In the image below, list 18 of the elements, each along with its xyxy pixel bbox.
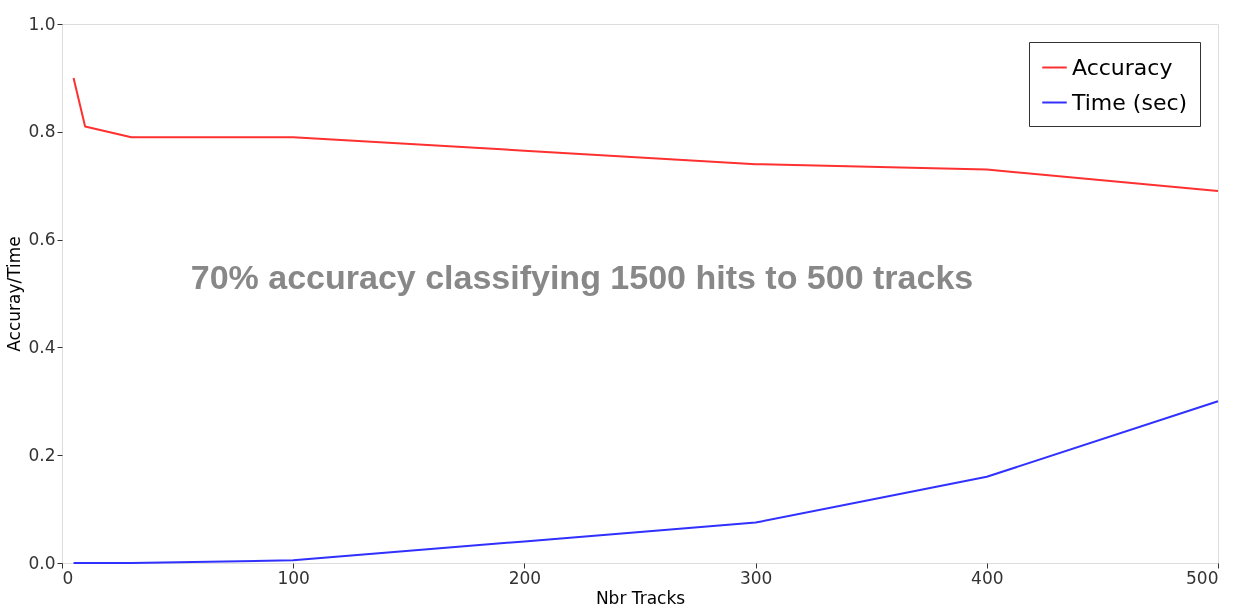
legend-label: Accuracy — [1072, 54, 1173, 80]
legend-label: Time (sec) — [1071, 89, 1188, 115]
x-tick-label: 200 — [508, 567, 542, 588]
y-axis-title: Accuray/Time — [4, 236, 25, 352]
y-tick-label: 0.8 — [28, 121, 56, 142]
y-tick-label: 0.2 — [28, 444, 56, 465]
x-tick-label: 300 — [739, 567, 773, 588]
annotation: 70% accuracy classifying 1500 hits to 500 tracks — [190, 258, 974, 296]
y-tick-label: 0.6 — [28, 229, 56, 250]
y-tick-label: 1.0 — [28, 13, 56, 34]
x-tick-label: 0 — [62, 567, 74, 588]
y-tick-label: 0.4 — [28, 336, 56, 357]
x-axis-title: Nbr Tracks — [595, 587, 686, 608]
x-tick-label: 100 — [277, 567, 310, 588]
x-tick-label: 500 — [1186, 567, 1219, 588]
line-series — [72, 400, 1219, 564]
y-tick-label: 0.0 — [28, 552, 56, 573]
x-tick-label: 400 — [971, 567, 1004, 588]
